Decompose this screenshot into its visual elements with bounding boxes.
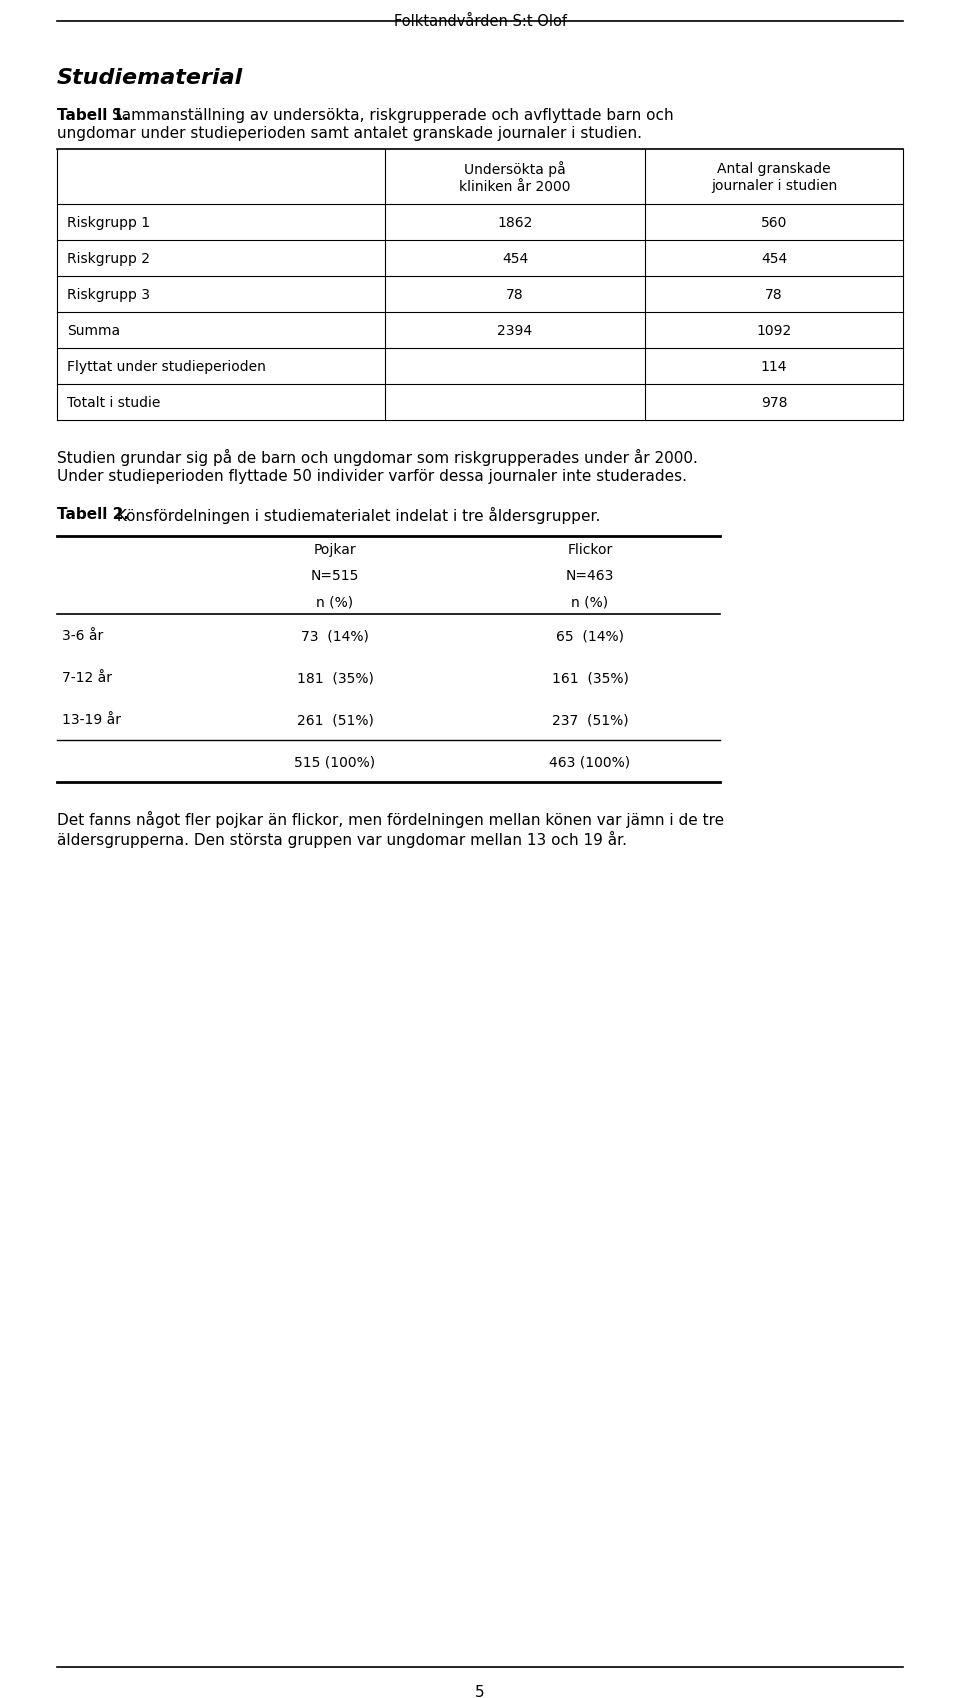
Text: Folktandvården S:t Olof: Folktandvården S:t Olof — [394, 14, 566, 29]
Text: ungdomar under studieperioden samt antalet granskade journaler i studien.: ungdomar under studieperioden samt antal… — [57, 126, 642, 141]
Text: N=463: N=463 — [565, 569, 614, 582]
Text: 73  (14%): 73 (14%) — [301, 628, 369, 642]
Text: Tabell 1.: Tabell 1. — [57, 109, 129, 122]
Text: n (%): n (%) — [317, 594, 353, 608]
Text: 261  (51%): 261 (51%) — [297, 713, 373, 727]
Text: 5: 5 — [475, 1684, 485, 1698]
Text: 65  (14%): 65 (14%) — [556, 628, 624, 642]
Text: N=515: N=515 — [311, 569, 359, 582]
Text: Riskgrupp 1: Riskgrupp 1 — [67, 216, 150, 229]
Text: 454: 454 — [502, 251, 528, 267]
Text: Könsfördelningen i studiematerialet indelat i tre åldersgrupper.: Könsfördelningen i studiematerialet inde… — [112, 506, 600, 523]
Text: Tabell 2.: Tabell 2. — [57, 506, 129, 521]
Text: 515 (100%): 515 (100%) — [295, 754, 375, 769]
Text: Studien grundar sig på de barn och ungdomar som riskgrupperades under år 2000.: Studien grundar sig på de barn och ungdo… — [57, 448, 698, 465]
Text: 560: 560 — [761, 216, 787, 229]
Text: 181  (35%): 181 (35%) — [297, 671, 373, 684]
Text: 454: 454 — [761, 251, 787, 267]
Text: äldersgrupperna. Den största gruppen var ungdomar mellan 13 och 19 år.: äldersgrupperna. Den största gruppen var… — [57, 830, 627, 847]
Text: 1862: 1862 — [497, 216, 533, 229]
Text: Riskgrupp 3: Riskgrupp 3 — [67, 289, 150, 302]
Text: 78: 78 — [765, 289, 782, 302]
Text: 13-19 år: 13-19 år — [62, 713, 121, 727]
Text: Sammanställning av undersökta, riskgrupperade och avflyttade barn och: Sammanställning av undersökta, riskgrupp… — [112, 109, 674, 122]
Text: 78: 78 — [506, 289, 524, 302]
Text: Flickor: Flickor — [567, 543, 612, 557]
Text: 114: 114 — [760, 360, 787, 374]
Text: Riskgrupp 2: Riskgrupp 2 — [67, 251, 150, 267]
Text: Det fanns något fler pojkar än flickor, men fördelningen mellan könen var jämn i: Det fanns något fler pojkar än flickor, … — [57, 810, 724, 827]
Text: Undersökta på
kliniken år 2000: Undersökta på kliniken år 2000 — [459, 161, 571, 194]
Text: 3-6 år: 3-6 år — [62, 628, 104, 642]
Text: 237  (51%): 237 (51%) — [552, 713, 628, 727]
Text: Studiematerial: Studiematerial — [57, 68, 243, 88]
Text: n (%): n (%) — [571, 594, 609, 608]
Text: 2394: 2394 — [497, 324, 533, 338]
Text: Summa: Summa — [67, 324, 120, 338]
Text: 1092: 1092 — [756, 324, 792, 338]
Text: 161  (35%): 161 (35%) — [552, 671, 629, 684]
Text: 463 (100%): 463 (100%) — [549, 754, 631, 769]
Text: Flyttat under studieperioden: Flyttat under studieperioden — [67, 360, 266, 374]
Text: Antal granskade
journaler i studien: Antal granskade journaler i studien — [710, 163, 837, 192]
Text: Pojkar: Pojkar — [314, 543, 356, 557]
Text: Under studieperioden flyttade 50 individer varför dessa journaler inte studerade: Under studieperioden flyttade 50 individ… — [57, 469, 687, 484]
Text: Totalt i studie: Totalt i studie — [67, 396, 160, 409]
Text: 7-12 år: 7-12 år — [62, 671, 112, 684]
Text: 978: 978 — [760, 396, 787, 409]
